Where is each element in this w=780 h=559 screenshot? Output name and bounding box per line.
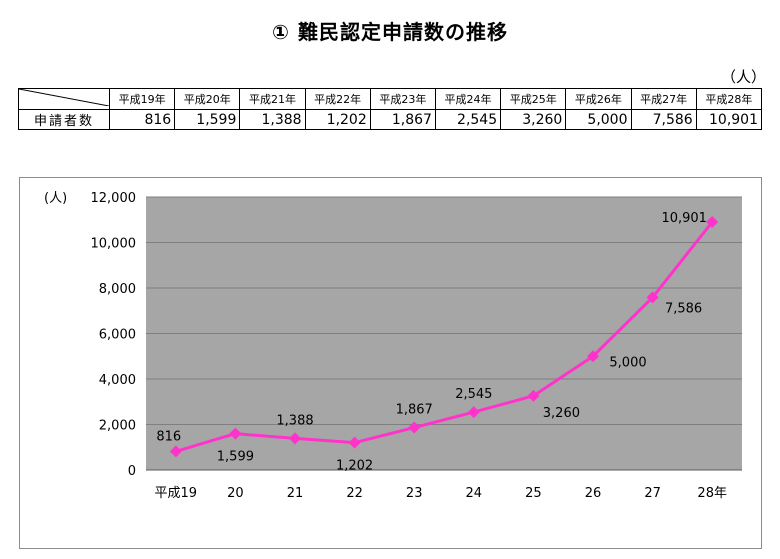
table-cell-value: 1,867 <box>369 109 436 130</box>
data-label: 1,867 <box>396 403 433 418</box>
data-label: 1,599 <box>217 450 254 465</box>
table-cell-value: 10,901 <box>695 109 763 130</box>
page-title: ① 難民認定申請数の推移 <box>272 20 508 44</box>
row-label: 申請者数 <box>18 109 110 130</box>
year-header: 平成25年 <box>500 88 567 110</box>
data-label: 816 <box>156 429 181 444</box>
table-unit-label: （人） <box>720 68 766 86</box>
year-header: 平成28年 <box>695 88 763 110</box>
chart-frame: 0 2,000 4,000 6,000 8,000 10,000 12,000 (人) 平成19… <box>19 177 762 549</box>
table-corner-cell <box>18 88 110 110</box>
x-tick-label: 平成19 <box>155 486 198 501</box>
data-label: 1,388 <box>276 413 313 428</box>
y-tick-label: 8,000 <box>99 282 136 297</box>
data-point-marker <box>348 436 361 449</box>
table-cell-value: 5,000 <box>565 109 632 130</box>
y-tick-label: 2,000 <box>99 419 136 434</box>
data-point-marker <box>408 421 421 434</box>
data-point-marker <box>706 216 719 229</box>
y-axis-unit-label: (人) <box>44 191 67 206</box>
x-tick-label: 25 <box>525 486 542 501</box>
data-point-marker <box>289 432 301 445</box>
data-point-marker <box>587 350 599 363</box>
y-tick-label: 12,000 <box>91 191 137 206</box>
year-header: 平成22年 <box>304 88 371 110</box>
table-data-row: 申請者数 816 1,599 1,388 1,202 1,867 2,545 3… <box>18 109 763 130</box>
data-label: 10,901 <box>661 211 707 226</box>
year-header: 平成21年 <box>239 88 306 110</box>
table-cell-value: 2,545 <box>434 109 502 130</box>
year-header: 平成27年 <box>630 88 697 110</box>
data-label: 5,000 <box>609 355 646 370</box>
year-header: 平成26年 <box>565 88 632 110</box>
data-label: 1,202 <box>336 459 373 474</box>
applications-table: 平成19年 平成20年 平成21年 平成22年 平成23年 平成24年 平成25… <box>18 88 763 130</box>
x-tick-label: 27 <box>644 486 661 501</box>
y-tick-label: 4,000 <box>99 373 136 388</box>
data-point-marker <box>229 427 242 440</box>
year-header: 平成24年 <box>434 88 502 110</box>
y-tick-label: 0 <box>128 464 136 479</box>
y-tick-label: 10,000 <box>91 237 137 252</box>
table-cell-value: 816 <box>108 109 176 130</box>
x-tick-label: 24 <box>466 486 483 501</box>
data-label: 7,586 <box>665 301 702 316</box>
y-tick-label: 6,000 <box>99 328 136 343</box>
data-point-marker <box>169 445 182 458</box>
table-cell-value: 7,586 <box>630 109 697 130</box>
table-cell-value: 1,388 <box>239 109 306 130</box>
data-point-marker <box>527 389 540 402</box>
data-point-marker <box>467 406 480 419</box>
series-line <box>175 221 714 453</box>
x-tick-label: 23 <box>406 486 423 501</box>
x-tick-label: 26 <box>585 486 602 501</box>
table-cell-value: 1,202 <box>304 109 371 130</box>
year-header: 平成20年 <box>174 88 241 110</box>
data-label: 2,545 <box>455 387 492 402</box>
table-header-row: 平成19年 平成20年 平成21年 平成22年 平成23年 平成24年 平成25… <box>18 88 763 110</box>
data-point-marker <box>646 291 659 304</box>
x-tick-label: 22 <box>346 486 363 501</box>
corner-diagonal <box>18 88 110 107</box>
table-cell-value: 1,599 <box>174 109 241 130</box>
data-label: 3,260 <box>543 406 580 421</box>
x-tick-label: 21 <box>287 486 304 501</box>
x-tick-label: 20 <box>227 486 244 501</box>
x-tick-label: 28年 <box>697 486 727 501</box>
year-header: 平成19年 <box>108 88 176 110</box>
year-header: 平成23年 <box>369 88 436 110</box>
line-chart: 0 2,000 4,000 6,000 8,000 10,000 12,000 (人) 平成19… <box>44 191 742 501</box>
table-cell-value: 3,260 <box>500 109 567 130</box>
